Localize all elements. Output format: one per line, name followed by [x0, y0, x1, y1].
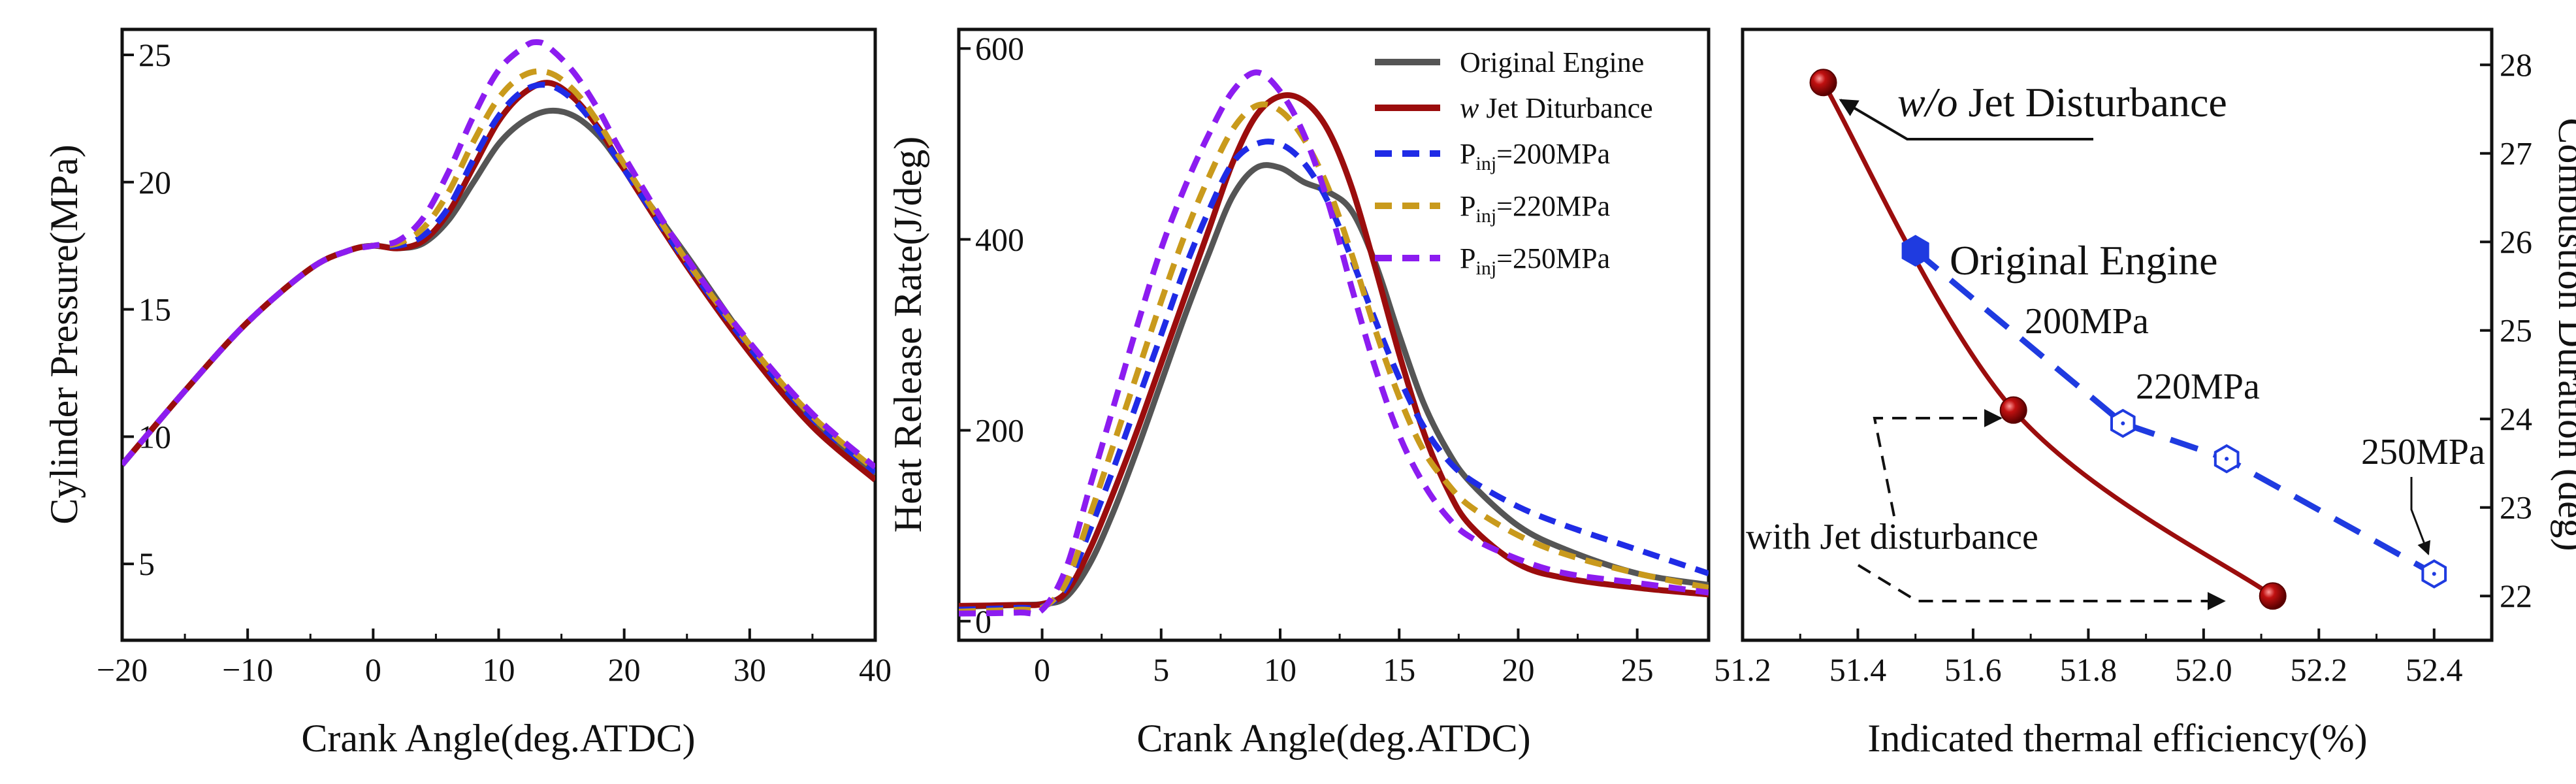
legend-p220-sub: inj — [1475, 205, 1496, 227]
ball-marker — [2259, 582, 2287, 610]
legend-p200-rest: =200MPa — [1496, 138, 1610, 170]
x-tick-label: 51.2 — [1714, 651, 1771, 688]
x-tick-label: 30 — [733, 651, 766, 688]
wo-jet-label: w/o Jet Disturbance — [1897, 79, 2227, 125]
y-tick-label: 25 — [2500, 312, 2532, 349]
ball-marker — [1809, 69, 1837, 97]
x-tick-label: 51.8 — [2060, 651, 2117, 688]
with-jet-arrow-lower — [1857, 564, 2226, 610]
hrr-ylabel: Heat Release Rate(J/deg) — [886, 137, 929, 532]
hrr-series — [959, 69, 1709, 617]
x-tick-label: 51.4 — [1829, 651, 1887, 688]
y-tick-label: 5 — [138, 546, 155, 582]
y-tick-label: 25 — [138, 37, 171, 73]
x-tick-label: 52.0 — [2175, 651, 2232, 688]
hexagon-marker-dot — [2121, 421, 2125, 426]
series-line-jet — [959, 92, 1709, 609]
x-tick-label: −10 — [222, 651, 273, 688]
y-tick-label: 600 — [975, 30, 1024, 67]
legend-p250-rest: =250MPa — [1496, 242, 1610, 274]
efficiency-ylabel: Combustion Duration (deg) — [2551, 118, 2576, 551]
efficiency-xlabel: Indicated thermal efficiency(%) — [1867, 717, 2367, 760]
y-tick-label: 400 — [975, 221, 1024, 257]
legend-p220-main: P — [1460, 190, 1475, 222]
p220-label: 220MPa — [2136, 367, 2260, 407]
series-line-p220 — [959, 101, 1709, 615]
legend-jet-label: Jet Diturbance — [1479, 92, 1652, 124]
hrr-legend: Original Engine w Jet Diturbance Pinj=20… — [1375, 46, 1653, 279]
x-tick-label: 0 — [365, 651, 381, 688]
with-jet-label: with Jet disturbance — [1746, 517, 2038, 557]
y-tick-label: 23 — [2500, 489, 2532, 526]
original-engine-label: Original Engine — [1950, 237, 2218, 284]
series-line-p250 — [122, 39, 875, 470]
y-tick-label: 22 — [2500, 578, 2532, 614]
y-tick-label: 26 — [2500, 223, 2532, 260]
legend-label-original: Original Engine — [1460, 46, 1644, 78]
y-tick-label: 24 — [2500, 400, 2532, 437]
p250-label: 250MPa — [2361, 432, 2485, 472]
legend-p200-main: P — [1460, 138, 1475, 170]
legend-label-p200: Pinj=200MPa — [1460, 138, 1610, 174]
wo-arrow — [1839, 99, 2093, 140]
y-tick-label: 15 — [138, 291, 171, 328]
y-tick-label: 28 — [2500, 46, 2532, 83]
x-tick-label: 20 — [1502, 651, 1534, 688]
series-line-orig — [959, 162, 1709, 610]
hexagon-marker — [1901, 235, 1929, 267]
series-line-p220 — [122, 68, 875, 472]
x-tick-label: 25 — [1621, 651, 1654, 688]
x-tick-label: 52.2 — [2291, 651, 2348, 688]
efficiency-axes: 51.2 51.4 51.6 51.8 52.0 52.2 52.4 22 23 24 25 26 27… — [1714, 46, 2532, 688]
legend-label-p220: Pinj=220MPa — [1460, 190, 1610, 227]
efficiency-annotations: w/o Jet Disturbance Original Engine 200M… — [1746, 79, 2485, 610]
with-jet-arrow-upper — [1873, 409, 2003, 517]
legend-p200-sub: inj — [1475, 153, 1496, 174]
legend-jet-prefix: w — [1460, 92, 1479, 124]
y-tick-label: 200 — [975, 412, 1024, 449]
legend-label-jet: w Jet Diturbance — [1460, 92, 1653, 124]
x-tick-label: 51.6 — [1944, 651, 2002, 688]
p250-arrow — [2410, 477, 2431, 555]
pressure-xlabel: Crank Angle(deg.ATDC) — [301, 717, 695, 760]
x-tick-label: 10 — [1264, 651, 1296, 688]
x-tick-label: 40 — [859, 651, 892, 688]
pressure-series — [122, 39, 875, 483]
x-tick-label: 52.4 — [2406, 651, 2463, 688]
wo-italic: w/o — [1897, 79, 1957, 125]
x-tick-label: 0 — [1034, 651, 1050, 688]
legend-p250-main: P — [1460, 242, 1475, 274]
x-tick-label: 5 — [1153, 651, 1169, 688]
legend-p250-sub: inj — [1475, 257, 1496, 279]
p200-label: 200MPa — [2025, 301, 2149, 342]
hexagon-marker-dot — [2225, 457, 2229, 461]
hrr-plot-frame — [957, 27, 1711, 642]
efficiency-series — [1809, 69, 2447, 610]
legend-label-p250: Pinj=250MPa — [1460, 242, 1610, 279]
series-line-p250 — [959, 69, 1709, 617]
x-tick-label: 15 — [1383, 651, 1415, 688]
legend-p220-rest: =220MPa — [1496, 190, 1610, 222]
x-tick-label: −20 — [97, 651, 148, 688]
efficiency-plot-frame — [1741, 27, 2494, 642]
ball-marker — [1999, 396, 2027, 424]
series-line-p200 — [959, 139, 1709, 613]
x-tick-label: 20 — [608, 651, 641, 688]
series-line-orig — [122, 107, 875, 478]
hexagon-marker-dot — [2432, 572, 2436, 576]
y-tick-label: 20 — [138, 164, 171, 201]
hrr-xlabel: Crank Angle(deg.ATDC) — [1136, 717, 1530, 760]
x-tick-label: 10 — [483, 651, 515, 688]
wo-rest: Jet Disturbance — [1957, 79, 2227, 125]
pressure-ylabel: Cylinder Pressure(MPa) — [42, 144, 86, 525]
y-tick-label: 27 — [2500, 135, 2532, 172]
injection-trend-line — [1913, 248, 2436, 577]
